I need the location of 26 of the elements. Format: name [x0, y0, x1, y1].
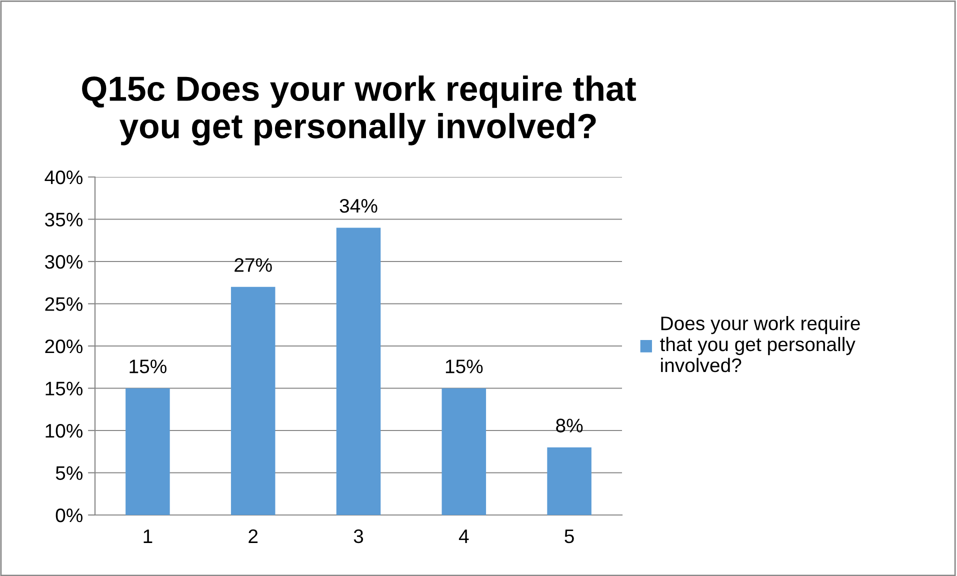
x-tick-label: 2 [248, 529, 258, 543]
x-tick-label: 5 [564, 530, 574, 544]
bar [547, 447, 592, 515]
data-label: 34% [340, 198, 378, 213]
y-tick-label: 25% [45, 297, 83, 311]
bar [336, 228, 381, 515]
chart-title: Q15c Does your work require that you get personally involved? [82, 76, 636, 146]
y-tick-label: 40% [44, 170, 83, 184]
data-label: 8% [556, 418, 583, 432]
y-tick-label: 10% [46, 424, 83, 438]
data-label: 27% [234, 258, 272, 272]
legend-label: Does your work require that you get personally involved? [660, 316, 860, 372]
y-tick-label: 20% [45, 339, 83, 354]
data-label: 15% [130, 360, 166, 374]
x-tick-label: 1 [144, 530, 152, 543]
bar [126, 388, 170, 515]
y-tick-label: 30% [45, 254, 83, 269]
data-label: 15% [446, 360, 483, 374]
x-tick-label: 4 [458, 530, 469, 543]
bar [230, 286, 276, 515]
y-tick-label: 35% [45, 212, 83, 226]
y-tick-label: 0% [56, 508, 83, 522]
x-tick-label: 3 [354, 529, 364, 544]
bar [442, 388, 486, 515]
y-tick-label: 15% [46, 382, 83, 396]
y-tick-label: 5% [56, 466, 83, 480]
